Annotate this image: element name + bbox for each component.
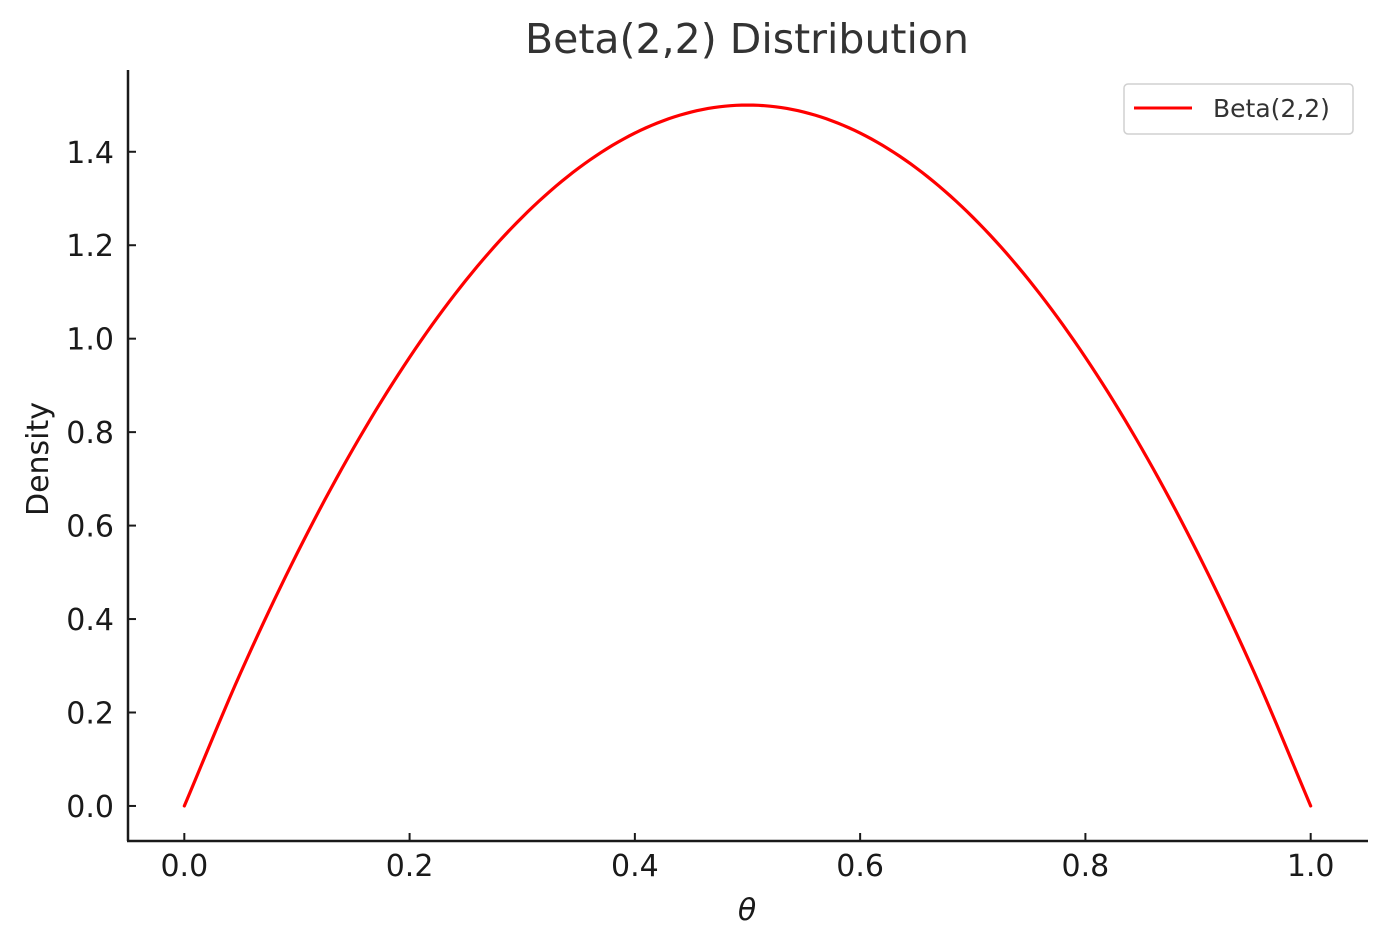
y-tick-label: 0.0 — [66, 790, 114, 825]
x-tick-label: 0.2 — [386, 849, 434, 884]
y-tick-label: 0.4 — [66, 603, 114, 638]
y-tick-label: 0.8 — [66, 416, 114, 451]
y-tick-label: 0.2 — [66, 697, 114, 732]
legend-label-beta-2-2: Beta(2,2) — [1213, 94, 1330, 123]
y-tick-label: 1.2 — [66, 229, 114, 264]
y-axis-ticks: 0.0 0.2 0.4 0.6 0.8 1.0 1.2 1.4 — [66, 136, 136, 825]
y-tick-label: 1.4 — [66, 136, 114, 171]
x-axis-label: θ — [738, 893, 756, 928]
x-tick-label: 0.4 — [611, 849, 659, 884]
y-tick-label: 0.6 — [66, 510, 114, 545]
x-tick-label: 0.8 — [1062, 849, 1110, 884]
chart-title: Beta(2,2) Distribution — [525, 15, 969, 63]
x-axis-ticks: 0.0 0.2 0.4 0.6 0.8 1.0 — [160, 833, 1335, 884]
x-tick-label: 0.6 — [836, 849, 884, 884]
x-tick-label: 1.0 — [1287, 849, 1335, 884]
y-tick-label: 1.0 — [66, 323, 114, 358]
series-line-0 — [182, 103, 1313, 808]
legend: Beta(2,2) — [1123, 83, 1354, 135]
legend-frame — [1123, 83, 1354, 135]
plot-area — [182, 103, 1313, 808]
x-tick-label: 0.0 — [160, 849, 208, 884]
y-axis-label: Density — [21, 402, 56, 516]
